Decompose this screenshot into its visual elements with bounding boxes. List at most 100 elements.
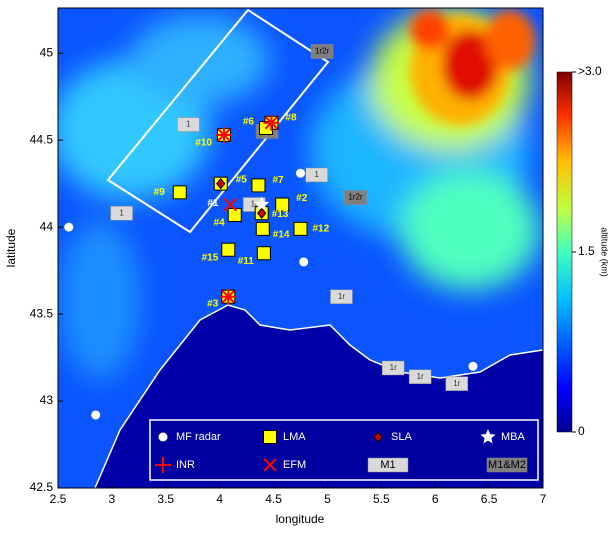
marker-circle [299, 257, 309, 267]
site-label: 1r2r [348, 193, 363, 202]
marker-box [177, 117, 200, 132]
x-tick-label: 6 [432, 492, 439, 506]
colorbar-label: altitude (km) [600, 227, 610, 277]
legend-label: LMA [283, 431, 306, 443]
cross-b [217, 128, 231, 142]
marker-diamond [216, 177, 226, 190]
plot-frame [57, 7, 544, 489]
y-tick-label: 42.5 [30, 480, 54, 494]
circle [299, 257, 309, 267]
box [330, 289, 353, 304]
marker-square [255, 221, 270, 236]
marker-box [344, 190, 367, 205]
box [310, 44, 334, 59]
marker-square [251, 178, 266, 193]
site-label: 1r [251, 200, 258, 209]
site-label: #2 [296, 193, 308, 204]
marker-box [445, 376, 469, 391]
marker-diamond [257, 207, 267, 220]
x-tick-label: 2.5 [50, 492, 67, 506]
site-label: #6 [243, 117, 255, 128]
marker-box [330, 289, 353, 304]
box [367, 457, 409, 473]
circle [91, 410, 101, 420]
y-tick-label: 44 [40, 219, 54, 233]
cross-b [263, 458, 277, 472]
y-tick-label: 43 [40, 393, 54, 407]
site-label: #3 [207, 298, 219, 309]
square [256, 246, 271, 261]
colorbar-tick-label: 0 [578, 424, 585, 438]
square [251, 178, 266, 193]
legend-label: M1&M2 [488, 459, 526, 471]
diamond [216, 177, 226, 190]
star [254, 196, 270, 211]
marker-square [172, 185, 187, 200]
box [486, 457, 528, 473]
x-axis-label: longitude [276, 512, 325, 526]
marker-box [381, 360, 405, 376]
marker-square [293, 221, 308, 236]
box [408, 369, 432, 384]
legend-marker [486, 457, 528, 473]
legend-label: SLA [391, 431, 412, 443]
site-label: #4 [214, 218, 226, 229]
site-label: #10 [195, 138, 212, 149]
site-label: 1 [314, 170, 319, 179]
circle [296, 168, 305, 178]
square [293, 221, 308, 236]
site-label: 1r [417, 372, 424, 381]
circle [468, 361, 478, 371]
legend-marker [263, 458, 277, 472]
square [221, 242, 236, 257]
x-tick-label: 4 [216, 492, 223, 506]
site-label: 1r [453, 379, 460, 388]
box [445, 376, 469, 391]
square [255, 221, 270, 236]
legend-marker [158, 432, 168, 442]
box [344, 190, 367, 205]
legend-label: MBA [501, 431, 526, 443]
site-label: 1 [119, 208, 124, 217]
diamond [373, 431, 383, 443]
marker-square [256, 246, 271, 261]
box [110, 205, 133, 221]
diamond [257, 207, 267, 220]
legend-label: INR [176, 459, 195, 471]
box [381, 360, 405, 376]
colorbar-tick-label: >3.0 [578, 64, 602, 78]
star [480, 429, 496, 444]
legend-label: EFM [283, 459, 306, 471]
square [263, 430, 277, 444]
x-tick-label: 5.5 [373, 492, 390, 506]
site-label: #13 [272, 209, 289, 220]
cross-b [264, 116, 279, 130]
legend-marker [263, 430, 277, 444]
marker-box [408, 369, 432, 384]
circle [158, 432, 168, 442]
marker-star [254, 196, 270, 211]
y-tick-label: 43.5 [30, 306, 54, 320]
colorbar [556, 71, 573, 433]
site-label: #15 [202, 252, 219, 263]
x-tick-label: 7 [540, 492, 547, 506]
marker-box [305, 167, 328, 183]
site-label: #5 [236, 174, 248, 185]
marker-circle [91, 410, 101, 420]
marker-square [227, 207, 242, 222]
site-label: 1r [390, 363, 397, 372]
legend-marker [373, 431, 383, 443]
site-label: #1 [207, 198, 219, 209]
x-tick-label: 3.5 [157, 492, 174, 506]
legend-marker [480, 429, 496, 444]
legend-label: MF radar [176, 431, 221, 443]
marker-cross [221, 289, 235, 304]
cross-b [223, 197, 238, 212]
marker-cross [223, 197, 238, 212]
marker-square [275, 197, 290, 212]
legend-marker [155, 457, 171, 473]
box [177, 117, 200, 132]
site-label: 1r [338, 292, 345, 301]
legend [149, 419, 539, 481]
